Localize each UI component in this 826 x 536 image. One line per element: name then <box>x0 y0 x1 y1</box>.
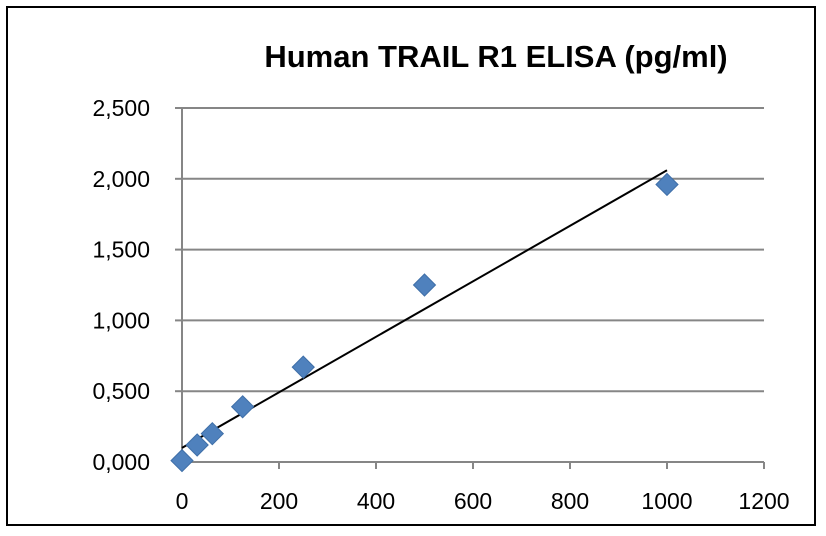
y-tick-label-1: 0,500 <box>92 378 150 404</box>
x-tick-label-3: 600 <box>454 488 492 514</box>
data-point-0-4 <box>291 355 315 379</box>
trendline-layer <box>181 169 668 449</box>
y-tick-label-4: 2,000 <box>92 166 150 192</box>
x-tick-label-6: 1200 <box>738 488 789 514</box>
chart-title: Human TRAIL R1 ELISA (pg/ml) <box>264 39 727 74</box>
y-tick-label-3: 1,500 <box>92 237 150 263</box>
data-point-0-6 <box>655 172 679 197</box>
data-point-0-3 <box>230 395 255 419</box>
y-tick-label-2: 1,000 <box>92 307 150 333</box>
data-point-0-0 <box>170 448 194 473</box>
linear-trendline <box>181 169 668 449</box>
x-tick-label-4: 800 <box>551 488 589 514</box>
data-point-0-1 <box>185 433 209 457</box>
x-tick-label-5: 1000 <box>641 488 692 514</box>
axes <box>175 107 765 469</box>
data-points <box>170 172 679 473</box>
x-tick-label-0: 0 <box>176 488 189 514</box>
chart-frame <box>6 6 816 526</box>
y-tick-label-0: 0,000 <box>92 449 150 475</box>
data-point-0-5 <box>412 273 437 297</box>
tick-labels: 0,000 0,500 1,000 1,500 2,000 2,500 0 200 400 600… <box>92 95 789 514</box>
gridlines <box>182 107 764 393</box>
x-tick-label-1: 200 <box>260 488 298 514</box>
y-tick-label-5: 2,500 <box>92 95 150 121</box>
data-point-0-2 <box>200 421 225 446</box>
x-tick-label-2: 400 <box>357 488 395 514</box>
